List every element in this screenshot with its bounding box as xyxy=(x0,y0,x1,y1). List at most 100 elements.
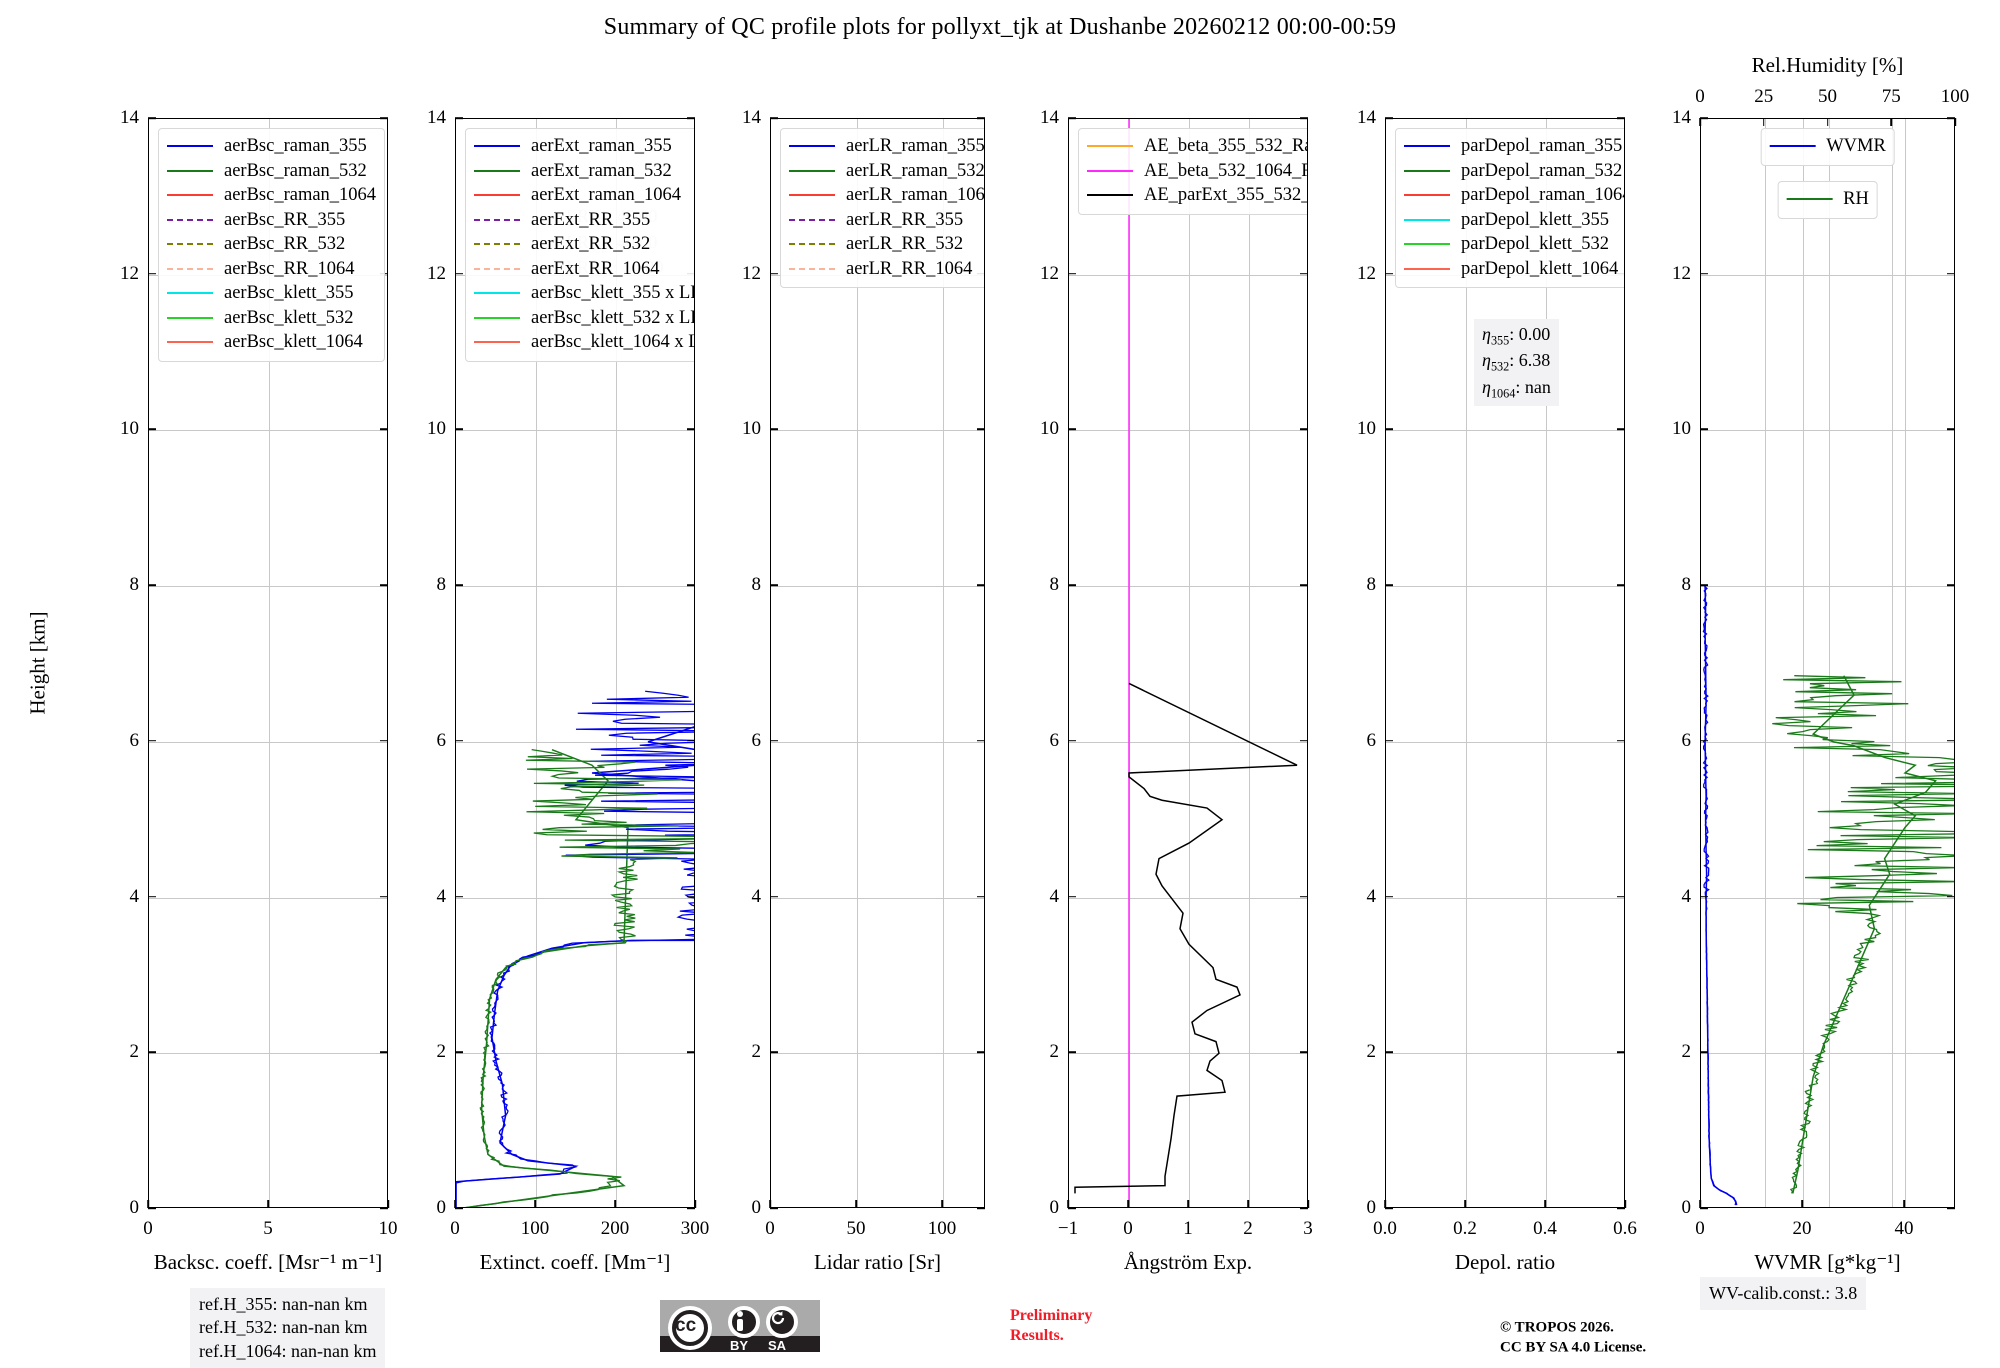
gridline-v xyxy=(1905,119,1906,1207)
legend-item: aerBsc_raman_355 xyxy=(167,134,376,159)
y-tick-mark xyxy=(1300,895,1308,898)
y-tick-mark xyxy=(380,1051,388,1054)
series-aerext-raman-355 xyxy=(456,726,694,1207)
y-tick-mark xyxy=(977,584,985,586)
x-tick-label: 10 xyxy=(378,1218,398,1239)
gridline-h xyxy=(149,430,387,432)
legend-label: aerLR_raman_1064 xyxy=(846,185,985,205)
y-tick-mark xyxy=(148,1207,156,1209)
legend-item: RH xyxy=(1786,187,1869,212)
legend-label: aerBsc_RR_532 xyxy=(224,234,346,254)
panel-extinction: LR355: 45.00LR532: 40.00LR1064: 50.00aer… xyxy=(427,107,709,1274)
legend-label: aerBsc_klett_532 x LR xyxy=(531,307,695,328)
x-axis-label-angstrom: Ångström Exp. xyxy=(1123,1250,1253,1274)
legend-item: WVMR xyxy=(1769,134,1886,159)
gridline-h xyxy=(1701,741,1954,743)
legend-label: aerLR_raman_355 xyxy=(846,136,985,156)
y-tick-mark xyxy=(1300,272,1308,275)
legend-swatch-ae-beta-355-532-raman xyxy=(1087,145,1133,148)
legend-item: aerLR_RR_532 xyxy=(789,232,984,257)
y-tick-mark xyxy=(687,428,695,431)
legend-swatch-rh xyxy=(1786,198,1833,201)
data-curves xyxy=(1702,585,1954,1206)
y-tick-mark xyxy=(977,895,985,898)
y-tick-mark xyxy=(770,895,778,898)
y-tick-label: 4 xyxy=(129,885,140,907)
legend-item: parDepol_klett_355 xyxy=(1404,208,1624,233)
legend-extinction: aerExt_raman_355 aerExt_raman_532 aerExt_r… xyxy=(465,128,695,362)
plot-area-angstrom: AE_beta_355_532_Raman AE_beta_532_1064_Ra… xyxy=(1068,118,1308,1208)
x-axis-label-extinction: Extinct. coeff. [Mm⁻¹] xyxy=(479,1250,671,1274)
y-tick-mark xyxy=(1068,740,1076,742)
y-tick-label: 6 xyxy=(129,729,140,751)
x-tick-mark xyxy=(147,1200,149,1208)
gridline-h xyxy=(456,741,694,743)
x-tick-mark xyxy=(694,1200,696,1208)
x-axis-label-depol-ratio: Depol. ratio xyxy=(1454,1250,1556,1274)
y-tick-label: 2 xyxy=(751,1041,762,1063)
y-tick-label: 12 xyxy=(1040,262,1059,284)
y-tick-mark xyxy=(1947,584,1955,586)
y-tick-label: 4 xyxy=(1366,885,1377,907)
top-tick-mark xyxy=(1954,118,1956,126)
legend-label: aerBsc_klett_1064 x LR xyxy=(531,332,695,352)
legend-item: aerExt_RR_1064 xyxy=(474,257,694,282)
gridline-v xyxy=(1546,119,1547,1207)
data-curves xyxy=(456,690,694,1207)
y-tick-mark xyxy=(1947,740,1955,742)
legend-label: parDepol_raman_1064 xyxy=(1461,185,1625,205)
legend-label: aerLR_RR_355 xyxy=(846,209,964,230)
x-tick-mark xyxy=(941,1200,943,1208)
legend-swatch-pardepol-raman-355 xyxy=(1404,145,1450,148)
x-tick-mark xyxy=(267,1200,269,1208)
y-tick-label: 8 xyxy=(436,574,447,596)
legend-label: parDepol_klett_355 xyxy=(1461,209,1609,230)
x-tick-label: 0 xyxy=(1123,1218,1133,1239)
y-tick-mark xyxy=(148,272,156,275)
y-tick-mark xyxy=(1700,740,1708,742)
gridline-v xyxy=(1249,119,1250,1207)
series-wvmr xyxy=(1704,586,1738,1206)
y-tick-mark xyxy=(1385,584,1393,586)
person-body-icon xyxy=(737,1319,743,1331)
y-tick-label: 12 xyxy=(427,262,446,284)
y-tick-mark xyxy=(380,584,388,586)
gridline-h xyxy=(1701,1053,1954,1055)
legend-item: aerLR_RR_1064 xyxy=(789,257,984,282)
legend-swatch-aerlr-rr-1064 xyxy=(789,267,835,270)
legend-swatch-aerlr-rr-532 xyxy=(789,243,835,246)
copyright-note: © TROPOS 2026. CC BY SA 4.0 License. xyxy=(1500,1319,1647,1356)
y-tick-mark xyxy=(1617,740,1625,742)
y-tick-mark xyxy=(687,740,695,742)
gridline-h xyxy=(771,741,984,743)
x-tick-mark xyxy=(1801,1200,1803,1208)
legend-item: parDepol_raman_1064 xyxy=(1404,183,1625,208)
y-tick-label: 10 xyxy=(1040,418,1059,440)
gridline-h xyxy=(1701,430,1954,432)
y-tick-mark xyxy=(1700,895,1708,898)
y-tick-label: 14 xyxy=(742,107,761,128)
y-tick-mark xyxy=(380,428,388,431)
legend-item: aerLR_raman_1064 xyxy=(789,183,985,208)
legend-wvmr: RH xyxy=(1777,181,1878,219)
legend-swatch-aerbsc-rr-532 xyxy=(167,243,213,246)
panel-wvmr: WVMR RH 0 2 4 6 8 10 12 14 0 20 40 WVMR [g*kg⁻¹] Rel.H… xyxy=(1672,53,1969,1274)
legend-label: parDepol_klett_1064 xyxy=(1461,258,1619,279)
series-rh xyxy=(1792,675,1937,1194)
gridline-v xyxy=(269,119,270,1207)
panel-angstrom: AE_beta_355_532_Raman AE_beta_532_1064_Ra… xyxy=(1040,107,1313,1274)
y-tick-mark xyxy=(1947,428,1955,431)
y-tick-mark xyxy=(148,740,156,742)
y-tick-mark xyxy=(1947,272,1955,275)
y-tick-label: 10 xyxy=(120,418,139,440)
gridline-v xyxy=(1189,119,1190,1207)
legend-label: parDepol_raman_355 xyxy=(1461,136,1623,156)
legend-item: aerBsc_klett_355 xyxy=(167,281,376,306)
series-detail-aerext-raman-355 xyxy=(456,690,694,1207)
y-tick-label: 4 xyxy=(751,885,762,907)
y-tick-label: 14 xyxy=(427,107,446,128)
y-tick-mark xyxy=(148,117,156,119)
y-tick-mark xyxy=(148,1051,156,1054)
x-tick-label: 100 xyxy=(927,1218,957,1239)
y-tick-mark xyxy=(1385,428,1393,431)
